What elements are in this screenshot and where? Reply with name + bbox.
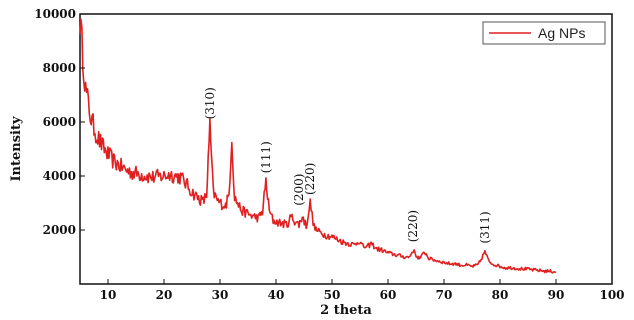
peak-label: (311) — [478, 211, 492, 243]
peak-label: (200) — [292, 174, 306, 206]
peak-label: (310) — [203, 87, 217, 119]
y-tick-label: 8000 — [43, 61, 76, 75]
y-ticks: 2000 4000 6000 8000 10000 — [34, 7, 85, 237]
x-tick-label: 50 — [324, 288, 341, 302]
legend: Ag NPs — [482, 21, 606, 45]
x-tick-label: 100 — [599, 288, 624, 302]
series-line — [79, 18, 557, 274]
y-tick-label: 10000 — [34, 7, 76, 21]
plot-frame — [79, 13, 613, 285]
x-axis-label: 2 theta — [320, 303, 372, 318]
x-tick-label: 10 — [100, 288, 117, 302]
legend-label: Ag NPs — [538, 25, 585, 41]
x-tick-label: 20 — [156, 288, 173, 302]
series-layer — [79, 18, 557, 274]
peak-label: (111) — [259, 141, 273, 173]
y-tick-label: 6000 — [43, 115, 76, 129]
y-tick-label: 4000 — [43, 169, 76, 183]
x-tick-label: 60 — [380, 288, 397, 302]
y-axis-label: Intensity — [9, 116, 24, 182]
legend-box — [482, 21, 606, 45]
peak-annotations: (310)(111)(200)(220)(220) (311) — [203, 87, 492, 243]
x-tick-label: 30 — [212, 288, 229, 302]
x-ticks: 10 20 30 40 50 60 70 80 90 100 — [100, 279, 625, 302]
peak-label: (220) — [406, 210, 420, 242]
x-tick-label: 40 — [268, 288, 285, 302]
x-tick-label: 90 — [548, 288, 565, 302]
y-tick-label: 2000 — [43, 223, 76, 237]
peak-label: (220) — [303, 163, 317, 195]
x-tick-label: 70 — [436, 288, 453, 302]
plot-area: 10 20 30 40 50 60 70 80 90 100 2000 4000 6000 8000 10… — [34, 7, 624, 302]
x-tick-label: 80 — [492, 288, 509, 302]
